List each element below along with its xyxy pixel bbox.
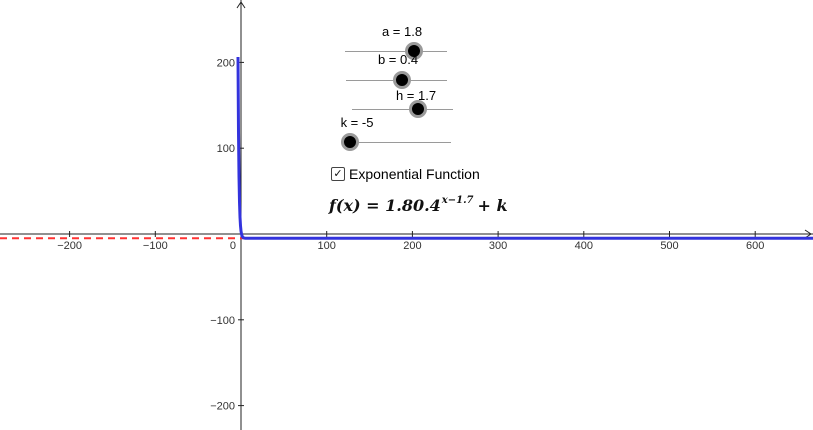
y-tick-label: 200 xyxy=(217,57,235,69)
slider-b-handle[interactable] xyxy=(393,71,411,89)
slider-a-label: a = 1.8 xyxy=(381,24,423,39)
y-tick-label: −200 xyxy=(210,401,235,413)
slider-h-handle[interactable] xyxy=(409,100,427,118)
formula-base: f(x) = 1.80.4 xyxy=(329,196,441,215)
checkbox-label: Exponential Function xyxy=(349,166,480,182)
x-axis-arrow-icon xyxy=(804,229,812,239)
slider-k-handle[interactable] xyxy=(341,133,359,151)
x-tick-label: −200 xyxy=(57,240,82,252)
x-tick-label: 600 xyxy=(746,240,764,252)
slider-b[interactable]: b = 0.4 xyxy=(346,52,447,89)
slider-k-track[interactable] xyxy=(349,142,451,143)
checkbox-checked-icon[interactable]: ✓ xyxy=(331,167,345,181)
formula-exponent: x−1.7 xyxy=(441,194,474,206)
slider-a[interactable]: a = 1.8 xyxy=(345,24,447,60)
x-tick-label: 0 xyxy=(230,240,236,252)
x-tick-label: 100 xyxy=(318,240,336,252)
slider-h[interactable]: h = 1.7 xyxy=(352,86,453,118)
slider-h-track[interactable] xyxy=(352,109,453,110)
formula-tail: + k xyxy=(477,196,508,215)
x-tick-label: 200 xyxy=(403,240,421,252)
function-formula: f(x) = 1.80.4x−1.7 + k xyxy=(329,194,508,215)
x-tick-label: 400 xyxy=(575,240,593,252)
y-axis-arrow-icon xyxy=(236,1,246,9)
slider-k[interactable]: k = -5 xyxy=(341,115,451,151)
slider-k-label: k = -5 xyxy=(340,115,374,130)
slider-a-handle[interactable] xyxy=(405,42,423,60)
x-tick-label: −100 xyxy=(143,240,168,252)
x-tick-label: 300 xyxy=(489,240,507,252)
slider-b-label: b = 0.4 xyxy=(377,52,419,67)
exponential-function-toggle[interactable]: ✓ Exponential Function xyxy=(331,166,480,182)
x-tick-label: 500 xyxy=(660,240,678,252)
y-tick-label: −100 xyxy=(210,315,235,327)
function-curve[interactable] xyxy=(236,57,813,240)
y-tick-label: 100 xyxy=(217,143,235,155)
slider-h-label: h = 1.7 xyxy=(395,88,437,103)
slider-a-track[interactable] xyxy=(345,51,447,52)
